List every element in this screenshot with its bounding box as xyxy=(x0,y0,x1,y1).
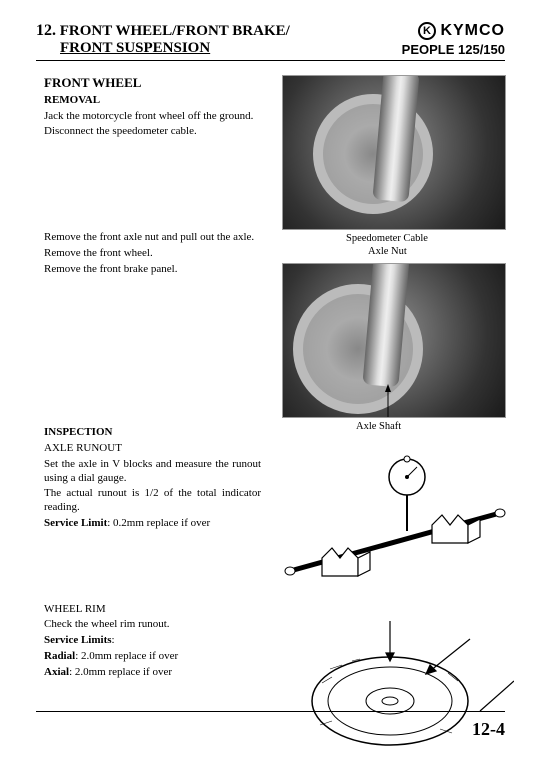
radial-label: Radial xyxy=(44,650,75,662)
caption-axle-nut: Axle Nut xyxy=(368,245,407,258)
chapter-number: 12. xyxy=(36,22,56,39)
service-limit-value: : 0.2mm replace if over xyxy=(107,517,210,529)
sub-title-inspection: INSPECTION xyxy=(36,426,505,440)
remove-wheel-p2: Remove the front wheel. xyxy=(36,247,261,261)
brand-name: KYMCO xyxy=(440,22,505,40)
figure-dial-gauge xyxy=(272,453,512,593)
caption-speedometer-cable: Speedometer Cable xyxy=(346,232,428,245)
kymco-logo-icon: K xyxy=(418,22,436,40)
figure-axle-shaft xyxy=(282,263,506,418)
service-limit-row: Service Limit: 0.2mm replace if over xyxy=(36,517,261,531)
figure-speedometer-cable xyxy=(282,75,506,230)
remove-panel-p3: Remove the front brake panel. xyxy=(36,263,261,277)
radial-limit-row: Radial: 2.0mm replace if over xyxy=(36,650,261,664)
chapter-title-line1: FRONT WHEEL/FRONT BRAKE/ xyxy=(60,23,290,39)
model-name: PEOPLE 125/150 xyxy=(402,42,505,57)
radial-value: : 2.0mm replace if over xyxy=(75,650,178,662)
service-limits-row: Service Limits: xyxy=(36,634,261,648)
brand-block: K KYMCO PEOPLE 125/150 xyxy=(402,22,505,57)
removal-p2: Disconnect the speedometer cable. xyxy=(36,125,261,139)
footer-rule xyxy=(36,711,505,712)
axial-label: Axial xyxy=(44,666,69,678)
chapter-title: 12. FRONT WHEEL/FRONT BRAKE/ FRONT SUSPE… xyxy=(36,22,290,58)
wheel-rim-p1: Check the wheel rim runout. xyxy=(36,618,261,632)
inspection-p1: Set the axle in V blocks and measure the… xyxy=(36,458,261,486)
header-rule xyxy=(36,60,505,61)
page-number: 12-4 xyxy=(472,719,505,740)
page-content: FRONT WHEEL REMOVAL Jack the motorcycle … xyxy=(36,75,505,680)
wheel-rim-label: WHEEL RIM xyxy=(36,603,261,617)
page-header: 12. FRONT WHEEL/FRONT BRAKE/ FRONT SUSPE… xyxy=(36,22,505,58)
service-limits-label: Service Limits xyxy=(44,634,112,646)
axle-runout-label: AXLE RUNOUT xyxy=(36,442,261,456)
service-limit-label: Service Limit xyxy=(44,517,107,529)
removal-p1: Jack the motorcycle front wheel off the … xyxy=(36,110,261,124)
inspection-p2: The actual runout is 1/2 of the total in… xyxy=(36,487,261,515)
chapter-title-line2: FRONT SUSPENSION xyxy=(36,40,210,56)
axial-limit-row: Axial: 2.0mm replace if over xyxy=(36,666,261,680)
axial-value: : 2.0mm replace if over xyxy=(69,666,172,678)
remove-axle-p1: Remove the front axle nut and pull out t… xyxy=(36,231,261,245)
caption-axle-shaft: Axle Shaft xyxy=(356,420,401,433)
brand-row: K KYMCO xyxy=(402,22,505,40)
